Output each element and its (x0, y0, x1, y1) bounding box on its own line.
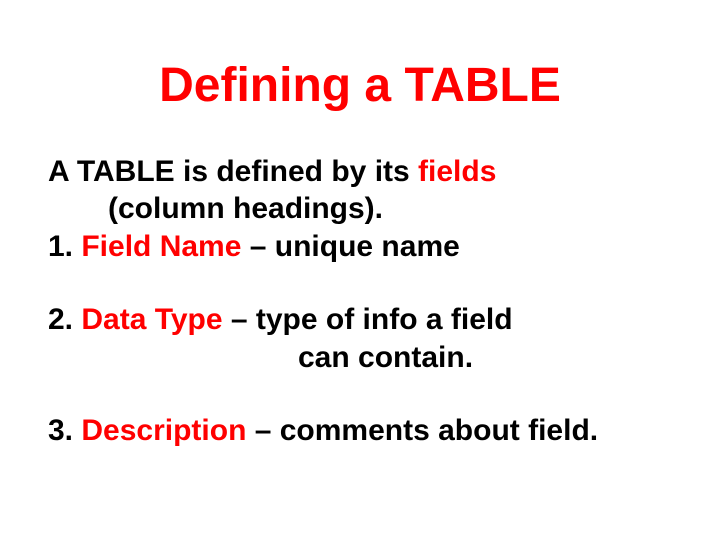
item-number: 2. (48, 303, 81, 336)
slide-title: Defining a TABLE (48, 60, 672, 113)
item-data-type-line2: can contain. (48, 339, 672, 377)
item-data-type: 2. Data Type – type of info a field can … (48, 301, 672, 376)
item-field-name: 1. Field Name – unique name (48, 228, 672, 266)
item-term: Description (81, 414, 246, 447)
item-number: 3. (48, 414, 81, 447)
item-number: 1. (48, 230, 81, 263)
item-desc: – unique name (241, 230, 459, 263)
item-data-type-line1: 2. Data Type – type of info a field (48, 301, 672, 339)
item-description: 3. Description – comments about field. (48, 412, 672, 450)
intro-line-2: (column headings). (48, 190, 672, 228)
slide-body: A TABLE is defined by its fields (column… (48, 153, 672, 450)
slide: Defining a TABLE A TABLE is defined by i… (0, 0, 720, 540)
intro-line-1: A TABLE is defined by its fields (48, 153, 672, 191)
item-term: Field Name (81, 230, 241, 263)
intro-highlight: fields (418, 155, 496, 188)
item-desc-part1: – type of info a field (223, 303, 513, 336)
item-desc: – comments about field. (246, 414, 598, 447)
item-term: Data Type (81, 303, 222, 336)
intro-prefix: A TABLE is defined by its (48, 155, 418, 188)
